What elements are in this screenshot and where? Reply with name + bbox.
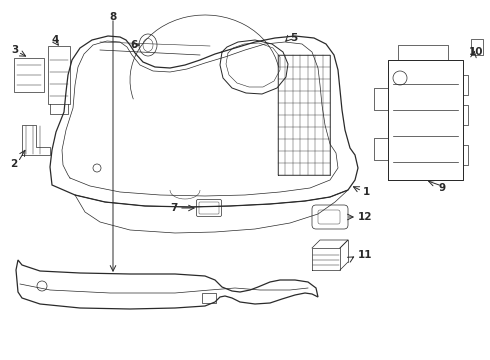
Bar [48, 46, 70, 104]
Text: 4: 4 [51, 35, 59, 45]
Text: 10: 10 [469, 47, 483, 57]
Text: 1: 1 [363, 187, 370, 197]
Text: 2: 2 [10, 159, 18, 169]
Bar [202, 293, 216, 303]
Text: 11: 11 [358, 250, 372, 260]
Text: 12: 12 [358, 212, 372, 222]
Text: 7: 7 [171, 203, 178, 213]
Text: 6: 6 [131, 40, 138, 50]
Text: 3: 3 [11, 45, 19, 55]
Bar [471, 39, 483, 55]
Text: 5: 5 [290, 33, 297, 43]
Bar [14, 58, 44, 92]
Text: 9: 9 [439, 183, 445, 193]
Text: 8: 8 [109, 12, 117, 22]
